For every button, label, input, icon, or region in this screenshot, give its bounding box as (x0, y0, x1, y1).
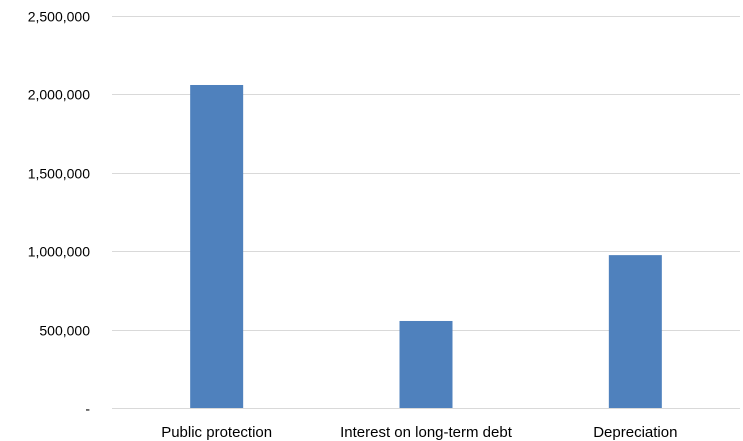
y-tick-label: 2,000,000 (28, 87, 90, 103)
y-tick-label: - (85, 401, 90, 417)
x-category-label: Depreciation (593, 424, 677, 441)
y-tick-label: 1,500,000 (28, 166, 90, 182)
y-tick-label: 2,500,000 (28, 9, 90, 25)
x-category-label: Interest on long-term debt (340, 424, 513, 441)
bar-interest-on-long-term-debt (399, 320, 453, 408)
x-category-label: Public protection (161, 424, 272, 441)
bars (190, 84, 662, 408)
bar-depreciation (608, 255, 662, 408)
bar-public-protection (190, 84, 244, 408)
x-axis-category-labels: Public protection Interest on long-term d… (161, 424, 677, 441)
y-tick-label: 500,000 (39, 323, 90, 339)
y-tick-label: 1,000,000 (28, 244, 90, 260)
y-axis-tick-labels: - 500,000 1,000,000 1,500,000 2,000,000 2,500… (28, 9, 91, 417)
